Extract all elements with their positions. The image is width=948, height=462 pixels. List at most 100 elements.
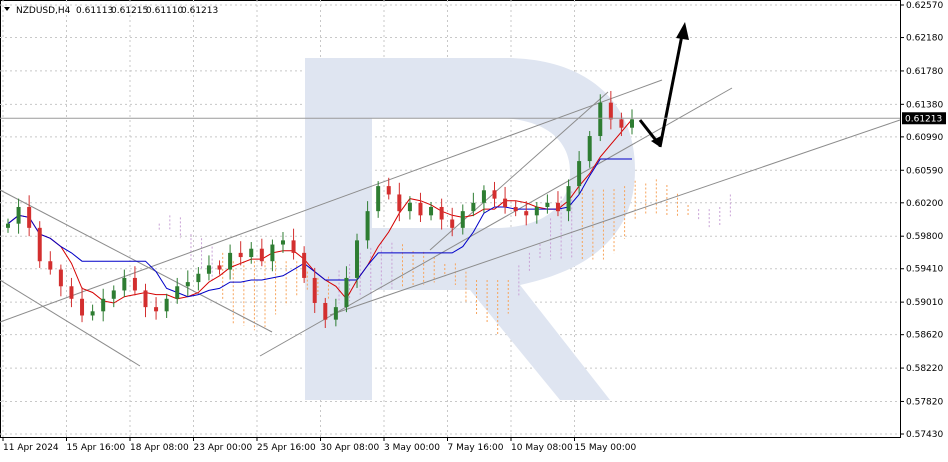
price-tick-label: 0.59800: [906, 232, 943, 242]
price-tick-label: 0.57430: [906, 430, 943, 440]
time-tick-label: 10 May 08:00: [511, 443, 573, 453]
time-axis: 11 Apr 2024 15 Apr 16:00 18 Apr 08:00 23 Ap…: [2, 437, 637, 453]
price-tick-label: 0.58220: [906, 364, 943, 374]
close-value: 0.61213: [181, 6, 218, 16]
dropdown-triangle-icon[interactable]: [4, 7, 10, 11]
candle-body: [503, 198, 508, 207]
low-value: 0.61110: [146, 6, 183, 16]
candle-body: [111, 290, 116, 299]
candle-body: [185, 282, 190, 287]
candle-body: [143, 290, 148, 308]
candle-body: [122, 277, 127, 291]
candle-body: [397, 194, 402, 212]
candle-body: [175, 286, 180, 299]
candle-body: [566, 186, 571, 212]
candle-body: [27, 206, 32, 228]
candle-body: [365, 211, 370, 241]
channel-upper-line: [0, 79, 663, 323]
support-trendline: [329, 119, 901, 316]
time-tick-label: 7 May 16:00: [448, 443, 504, 453]
candle-body: [333, 307, 338, 320]
candle-body: [48, 261, 53, 270]
candle-body: [587, 136, 592, 162]
candle-body: [524, 211, 529, 216]
time-tick-label: 30 Apr 08:00: [321, 443, 380, 453]
price-tick-label: 0.60990: [906, 133, 943, 143]
target-arrow-line: [658, 29, 685, 148]
candle-body: [280, 240, 285, 245]
current-price-label: 0.61213: [905, 114, 942, 124]
candle-body: [58, 269, 63, 287]
candle-body: [164, 298, 169, 312]
time-tick-label: 11 Apr 2024: [3, 443, 59, 453]
candle-body: [481, 190, 486, 203]
candle-body: [80, 298, 85, 316]
candle-body: [471, 202, 476, 212]
candle-body: [534, 206, 539, 216]
candle-body: [598, 102, 603, 137]
pullback-arrowhead-icon: [651, 136, 661, 147]
price-tick-label: 0.61780: [906, 67, 943, 77]
target-arrowhead-icon: [676, 22, 689, 40]
candle-body: [206, 265, 211, 274]
candle-body: [439, 206, 444, 220]
candle-body: [132, 277, 137, 291]
candle-body: [217, 265, 222, 270]
watermark-logo: [305, 58, 635, 400]
time-tick-label: 25 Apr 16:00: [257, 443, 316, 453]
candle-body: [228, 252, 233, 270]
candle-body: [386, 186, 391, 195]
candle-body: [630, 119, 634, 128]
ichimoku-cloud: [158, 179, 731, 335]
candle-body: [460, 211, 465, 228]
candle-body: [407, 202, 412, 212]
candle-body: [90, 311, 95, 316]
candle-body: [196, 273, 201, 283]
candle-body: [69, 286, 74, 299]
high-value: 0.61215: [111, 6, 148, 16]
price-tick-label: 0.60590: [906, 166, 943, 176]
price-tick-label: 0.62180: [906, 34, 943, 44]
candle-body: [259, 248, 264, 262]
time-tick-label: 15 Apr 16:00: [67, 443, 126, 453]
candle-body: [312, 277, 317, 303]
candle-body: [238, 252, 243, 258]
current-price-tag: [902, 112, 946, 125]
candle-body: [376, 186, 381, 212]
channel-lower-line: [259, 87, 733, 357]
forecast-arrows: [638, 22, 689, 148]
candle-body: [37, 227, 42, 262]
candle-body: [6, 223, 10, 228]
candle-body: [270, 244, 275, 262]
candle-body: [577, 161, 582, 187]
candle-body: [619, 119, 624, 128]
candle-body: [608, 102, 613, 120]
price-tick-label: 0.59010: [906, 298, 943, 308]
candle-body: [16, 206, 21, 224]
price-tick-label: 0.57820: [906, 397, 943, 407]
open-value: 0.61113: [76, 6, 113, 16]
ichimoku-lines: [7, 118, 633, 304]
candlesticks: [6, 90, 634, 329]
candle-body: [291, 240, 296, 253]
candle-body: [450, 219, 455, 228]
price-tick-label: 0.61380: [906, 100, 943, 110]
price-axis: 0.62570 0.62180 0.61780 0.61380 0.60990 0.605…: [0, 1, 946, 440]
time-tick-label: 18 Apr 08:00: [130, 443, 189, 453]
price-tick-label: 0.58620: [906, 331, 943, 341]
candle-body: [429, 206, 434, 216]
time-tick-label: 23 Apr 00:00: [194, 443, 253, 453]
candle-body: [545, 202, 550, 207]
candle-body: [418, 202, 423, 216]
symbol-label: NZDUSD,H4: [16, 6, 71, 16]
candle-body: [101, 298, 106, 312]
candle-body: [344, 277, 349, 308]
time-tick-label: 3 May 00:00: [384, 443, 440, 453]
chart-header: NZDUSD,H4 0.61113 0.61215 0.61110 0.6121…: [4, 6, 218, 16]
candle-body: [355, 240, 360, 278]
candle-body: [249, 248, 254, 258]
trendline-down-lower: [0, 279, 141, 367]
time-tick-label: 15 May 00:00: [575, 443, 637, 453]
